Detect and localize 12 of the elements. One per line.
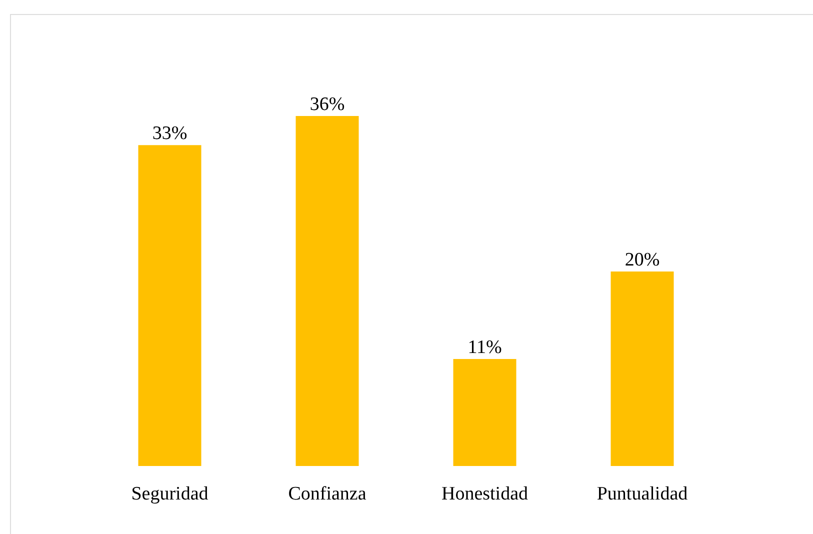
data-label: 33% <box>152 123 188 144</box>
data-label: 20% <box>624 250 660 271</box>
x-tick-label: Honestidad <box>441 484 529 504</box>
x-tick-label: Seguridad <box>131 484 209 504</box>
data-label: 11% <box>468 337 502 358</box>
bar <box>453 359 516 466</box>
data-label: 36% <box>310 94 345 115</box>
x-tick-label: Puntualidad <box>596 484 688 504</box>
bar <box>138 145 202 466</box>
x-tick-label: Confianza <box>288 484 367 504</box>
bar <box>296 116 359 466</box>
bar <box>610 272 674 466</box>
